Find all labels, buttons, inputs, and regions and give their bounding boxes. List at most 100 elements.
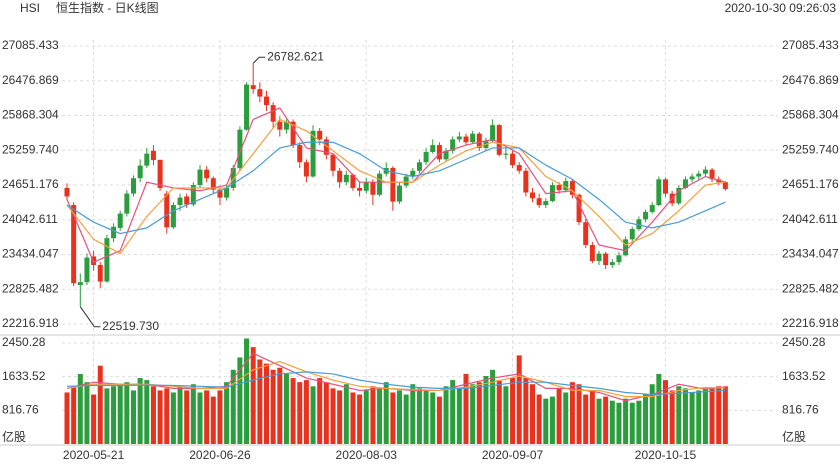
candle-body (682, 179, 688, 188)
candle-body (583, 222, 589, 246)
y-tick-label: 25259.740 (2, 142, 59, 156)
candle-body (137, 165, 143, 179)
volume-bar (237, 357, 243, 444)
candle-body (390, 167, 396, 202)
candle-body (702, 169, 708, 174)
volume-bar (589, 390, 595, 444)
volume-unit: 亿股 (2, 429, 26, 444)
candle-body (244, 84, 250, 130)
volume-bar (410, 384, 416, 444)
volume-bar (310, 386, 316, 444)
x-tick-label: 2020-09-07 (482, 448, 544, 462)
ma-line (66, 141, 726, 235)
candle-body (84, 257, 90, 283)
volume-bar (111, 386, 117, 444)
candle-body (204, 169, 210, 179)
volume-bar (543, 398, 549, 444)
candle-body (443, 150, 449, 160)
candle-body (709, 169, 715, 180)
candle-body (430, 145, 436, 152)
volume-bar (649, 384, 655, 444)
candle-body (157, 159, 163, 188)
candle-body (603, 253, 609, 266)
volume-bar (643, 394, 649, 444)
candle-body (436, 145, 442, 160)
volume-bar (470, 384, 476, 444)
candle-body (563, 181, 569, 191)
volume-bar (450, 380, 456, 444)
candle-body (164, 193, 170, 228)
volume-bar (297, 382, 303, 444)
candle-body (656, 179, 662, 206)
volume-bar (676, 386, 682, 444)
candle-body (71, 205, 77, 284)
candle-body (237, 129, 243, 168)
candle-body (323, 139, 329, 155)
candle-body (257, 89, 263, 97)
y-tick-label: 24651.176 (2, 177, 59, 191)
min-leader (79, 306, 101, 328)
candle-body (111, 226, 117, 239)
volume-bar (609, 400, 615, 444)
candle-body (643, 211, 649, 220)
candle-body (290, 121, 296, 146)
volume-bar (184, 390, 190, 444)
volume-bar (264, 363, 269, 444)
volume-bar (350, 392, 356, 444)
candle-body (410, 170, 416, 177)
candle-body (357, 187, 363, 191)
volume-bar (510, 378, 516, 444)
volume-bar (64, 392, 70, 444)
candle-body (536, 198, 542, 206)
candle-body (250, 85, 256, 90)
volume-bar (656, 373, 662, 444)
ma-line (66, 118, 726, 255)
x-tick-label: 2020-06-26 (189, 448, 251, 462)
candle-body (317, 130, 323, 140)
volume-bar (663, 380, 668, 444)
candle-body (177, 197, 183, 206)
volume-bar (270, 369, 276, 444)
candle-body (217, 189, 223, 198)
candle-body (456, 136, 462, 140)
volume-bar (629, 402, 635, 444)
candle-body (117, 213, 123, 228)
volume-bar (343, 384, 349, 444)
volume-bar (503, 386, 509, 444)
volume-bar (623, 398, 629, 444)
volume-bar (476, 382, 482, 444)
candle-body (270, 105, 276, 122)
volume-bar (390, 392, 396, 444)
volume-bar (97, 365, 103, 444)
timestamp: 2020-10-30 09:26:03 (725, 1, 837, 15)
candle-body (530, 192, 535, 199)
volume-bar (210, 396, 216, 444)
volume-bar (530, 384, 535, 444)
volume-bar (709, 388, 715, 444)
volume-bar (357, 394, 363, 444)
y-tick-label: 24651.176 (782, 177, 839, 191)
volume-bar (244, 338, 250, 444)
y-tick-label: 27085.433 (782, 38, 839, 52)
candle-body (197, 169, 203, 186)
max-label: 26782.621 (267, 49, 324, 63)
volume-bar (204, 390, 210, 444)
volume-bar (77, 373, 83, 444)
y-tick-label: 22216.918 (2, 316, 59, 330)
volume-bar (722, 386, 728, 444)
volume-bar (283, 373, 289, 444)
candle-body (516, 165, 522, 171)
volume-bar (490, 369, 496, 444)
volume-bar (337, 390, 343, 444)
volume-bar (164, 388, 170, 444)
candle-body (496, 125, 502, 155)
volume-tick-label: 816.76 (2, 403, 39, 417)
candle-body (104, 238, 110, 282)
candle-body (523, 170, 529, 193)
candle-body (722, 182, 728, 190)
candle-body (224, 187, 230, 198)
volume-bar (576, 384, 582, 444)
candle-body (97, 265, 103, 282)
y-tick-label: 25868.304 (782, 108, 839, 122)
